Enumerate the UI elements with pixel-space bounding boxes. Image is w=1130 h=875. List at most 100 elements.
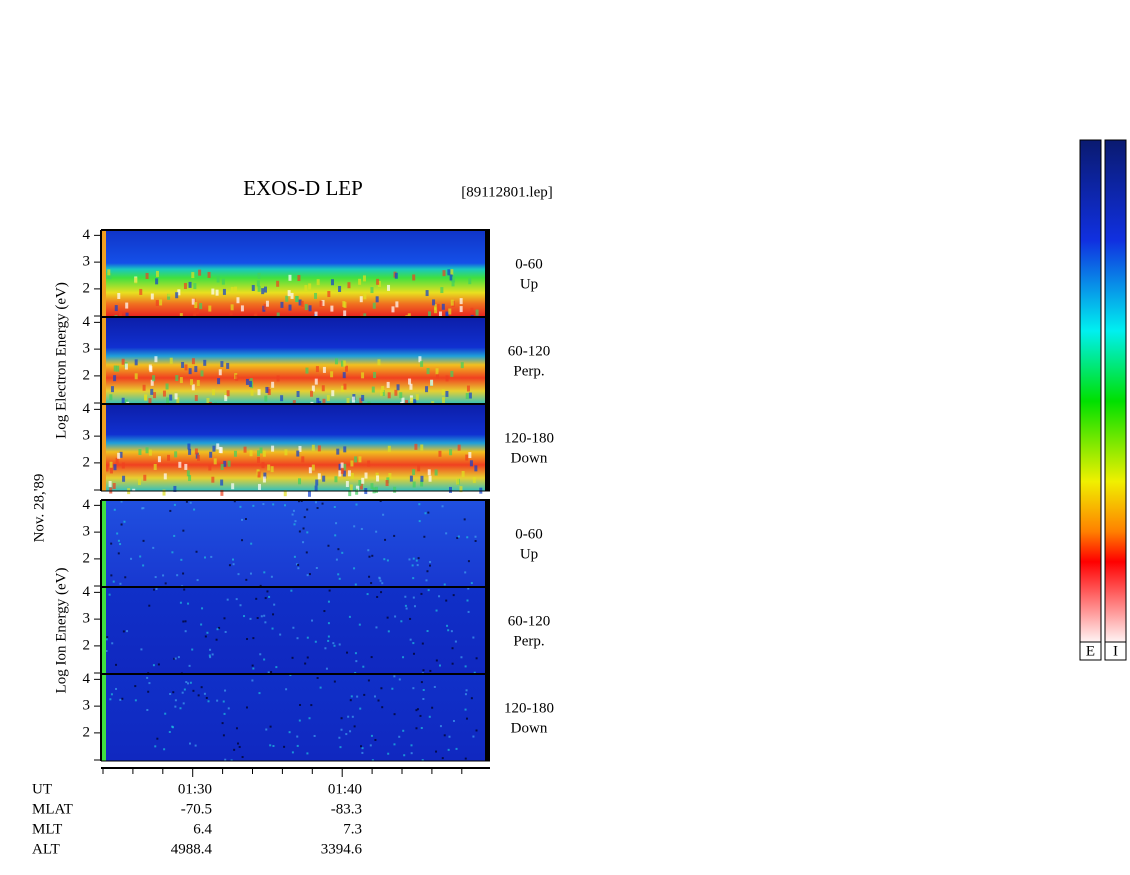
texture xyxy=(124,576,127,579)
texture xyxy=(252,667,255,670)
color-bar-label: I xyxy=(1113,643,1118,659)
orbit-value: -83.3 xyxy=(331,801,362,817)
texture xyxy=(276,312,280,319)
texture xyxy=(428,475,432,482)
texture xyxy=(176,574,179,577)
texture xyxy=(176,397,180,404)
texture xyxy=(181,361,185,368)
texture xyxy=(207,271,211,278)
texture xyxy=(262,476,266,483)
texture xyxy=(465,689,468,692)
texture xyxy=(422,669,425,672)
texture xyxy=(409,638,412,641)
texture xyxy=(405,607,408,610)
texture xyxy=(393,713,396,716)
texture xyxy=(379,579,382,582)
texture xyxy=(326,394,330,401)
texture xyxy=(409,475,413,482)
texture xyxy=(122,475,126,482)
texture xyxy=(208,305,212,312)
texture xyxy=(173,534,176,537)
texture xyxy=(361,751,364,754)
y-tick-label: 4 xyxy=(83,401,91,417)
texture xyxy=(402,656,405,659)
texture xyxy=(456,478,460,485)
texture xyxy=(410,752,413,755)
texture xyxy=(125,312,129,319)
texture xyxy=(372,302,376,309)
texture xyxy=(438,595,441,598)
texture xyxy=(338,643,341,646)
texture xyxy=(358,623,361,626)
texture xyxy=(123,520,126,523)
texture xyxy=(420,681,423,684)
texture xyxy=(367,549,370,552)
texture xyxy=(115,687,118,690)
texture xyxy=(261,462,265,469)
edge-stripe xyxy=(101,404,106,491)
texture xyxy=(203,692,206,695)
texture xyxy=(109,698,112,701)
texture xyxy=(295,563,298,566)
texture xyxy=(211,288,215,295)
texture xyxy=(447,269,451,276)
texture xyxy=(314,501,317,504)
texture xyxy=(421,642,424,645)
texture xyxy=(441,757,444,760)
texture xyxy=(316,676,319,679)
texture xyxy=(157,456,161,463)
texture xyxy=(338,577,341,580)
texture xyxy=(256,450,260,457)
texture xyxy=(426,570,429,573)
direction: Perp. xyxy=(513,363,544,379)
texture xyxy=(259,584,262,587)
texture xyxy=(298,445,302,452)
texture xyxy=(157,663,160,666)
orbit-label: UT xyxy=(32,781,52,797)
texture xyxy=(375,296,379,303)
texture xyxy=(315,479,319,486)
texture xyxy=(450,299,454,306)
texture xyxy=(459,306,463,313)
texture xyxy=(146,676,149,679)
texture xyxy=(351,715,354,718)
texture xyxy=(370,656,373,659)
texture xyxy=(233,748,236,751)
texture xyxy=(317,445,321,452)
texture xyxy=(243,446,247,453)
texture xyxy=(165,383,169,390)
texture xyxy=(372,487,376,494)
texture xyxy=(169,692,172,695)
texture xyxy=(359,397,363,404)
texture xyxy=(216,443,220,450)
texture xyxy=(338,285,342,292)
texture xyxy=(448,735,451,738)
texture xyxy=(200,623,203,626)
y-tick-label: 4 xyxy=(83,497,91,513)
texture xyxy=(113,375,117,382)
texture xyxy=(143,474,147,481)
texture xyxy=(412,687,415,690)
texture xyxy=(296,735,299,738)
texture xyxy=(297,563,300,566)
texture xyxy=(249,572,252,575)
texture xyxy=(292,626,295,629)
texture xyxy=(441,505,444,508)
direction: Down xyxy=(511,450,548,466)
texture xyxy=(220,489,224,496)
texture xyxy=(370,287,374,294)
texture xyxy=(452,719,455,722)
texture xyxy=(150,293,154,300)
texture xyxy=(474,539,477,542)
texture xyxy=(296,450,300,457)
texture xyxy=(391,687,394,690)
texture xyxy=(152,664,155,667)
texture xyxy=(167,454,171,461)
title: EXOS-D LEP xyxy=(243,176,363,200)
texture xyxy=(108,480,112,487)
texture xyxy=(224,758,227,761)
texture xyxy=(112,580,115,583)
texture xyxy=(227,460,231,467)
texture xyxy=(155,300,159,307)
texture xyxy=(429,560,432,563)
